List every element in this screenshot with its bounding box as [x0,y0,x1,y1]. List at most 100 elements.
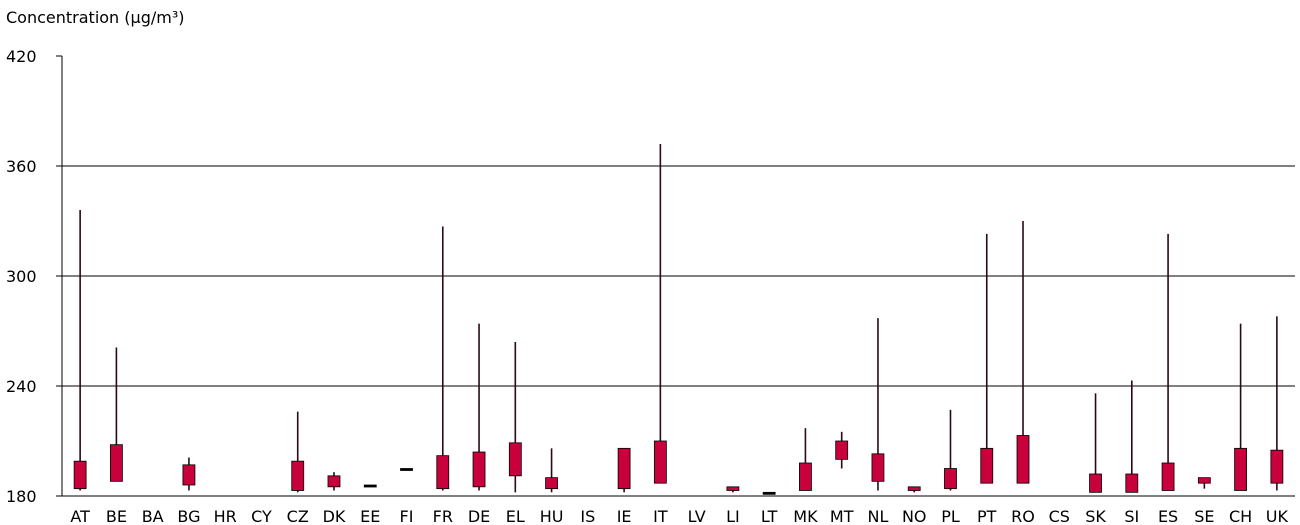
iqr-box [1197,477,1211,484]
iqr-box [980,447,994,484]
box-si [1125,380,1139,493]
box-nl [871,318,885,491]
x-tick-label: ES [1158,507,1178,525]
box-lt [762,491,776,495]
box-el [508,342,522,493]
x-tick-label: FI [400,507,414,525]
y-tick-label: 240 [6,377,37,396]
iqr-box [1089,473,1102,493]
x-tick-label: IT [653,507,668,525]
box-it [653,144,667,484]
box-mk [799,428,812,491]
box-es [1161,233,1175,491]
box-li [726,486,740,493]
x-tick-label: UK [1266,507,1289,525]
iqr-box [1161,462,1175,491]
box-at [73,210,87,491]
x-tick-label: NL [868,507,889,525]
iqr-box [436,455,450,490]
iqr-box [617,447,631,490]
y-axis-ticks: 180 240 300 360 420 [6,47,62,506]
y-tick-label: 420 [6,47,37,66]
box-mt [835,431,849,469]
iqr-box [944,468,957,490]
box-ie [617,447,631,493]
box-ro [1016,221,1030,484]
x-tick-label: HU [540,507,564,525]
x-tick-label: CY [251,507,272,525]
iqr-box [73,460,87,490]
box-bg [182,457,196,491]
iqr-box [182,464,196,486]
y-axis-unit-label: Concentration (μg/m³) [6,8,185,27]
iqr-box [1234,447,1248,491]
x-tick-label: PL [941,507,960,525]
x-tick-label: LV [688,507,706,525]
x-tick-label: DK [323,507,346,525]
x-tick-label: IS [580,507,595,525]
iqr-box [799,462,812,491]
y-tick-label: 360 [6,157,37,176]
box-fi [400,468,413,471]
iqr-box [508,442,522,477]
iqr-box [1270,449,1284,484]
iqr-box [871,453,885,482]
x-tick-label: PT [977,507,997,525]
x-tick-label: SE [1194,507,1214,525]
iqr-box [726,486,740,491]
x-tick-label: IE [617,507,632,525]
x-tick-label: SI [1124,507,1139,525]
iqr-box [653,440,667,484]
x-tick-label: MK [793,507,818,525]
iqr-box [327,475,341,488]
iqr-box [835,440,849,460]
iqr-box [291,460,305,491]
iqr-box [762,491,776,495]
x-tick-label: CZ [287,507,309,525]
iqr-box [109,444,123,482]
box-no [907,486,921,493]
x-tick-label: LI [726,507,740,525]
x-tick-label: BE [106,507,127,525]
box-dk [327,472,341,491]
x-tick-label: EL [506,507,525,525]
x-tick-label: EE [360,507,380,525]
box-ee [363,484,377,488]
iqr-box [472,451,486,488]
box-se [1197,477,1211,489]
iqr-box [907,486,921,491]
y-tick-label: 180 [6,487,37,506]
x-tick-label: SK [1085,507,1106,525]
x-tick-label: HR [214,507,237,525]
x-tick-label: CH [1229,507,1252,525]
box-fr [436,226,450,491]
x-tick-label: MT [830,507,854,525]
box-hu [545,448,558,493]
iqr-box [363,484,377,488]
axes [61,56,1295,497]
iqr-box [545,477,558,490]
x-tick-label: FR [433,507,453,525]
box-be [109,347,123,482]
x-tick-label: AT [70,507,90,525]
x-tick-label: BG [177,507,200,525]
iqr-box [1016,435,1030,484]
iqr-box [1125,473,1139,493]
box-de [472,323,486,491]
box-sk [1089,393,1102,493]
x-axis-ticks: AT BE BA BG HR CY CZ DK EE FI FR DE EL HU IS IE IT LV LI LT… [70,507,1288,525]
x-tick-label: CS [1049,507,1070,525]
box-uk [1270,316,1284,491]
box-ch [1234,323,1248,491]
x-tick-label: RO [1011,507,1035,525]
x-tick-label: DE [468,507,490,525]
iqr-box [400,468,413,471]
grid-lines [62,165,1295,387]
box-series [73,144,1284,495]
box-pt [980,233,994,484]
y-tick-label: 300 [6,267,37,286]
x-tick-label: NO [902,507,927,525]
x-tick-label: LT [761,507,778,525]
box-cz [291,411,305,493]
x-tick-label: BA [142,507,164,525]
